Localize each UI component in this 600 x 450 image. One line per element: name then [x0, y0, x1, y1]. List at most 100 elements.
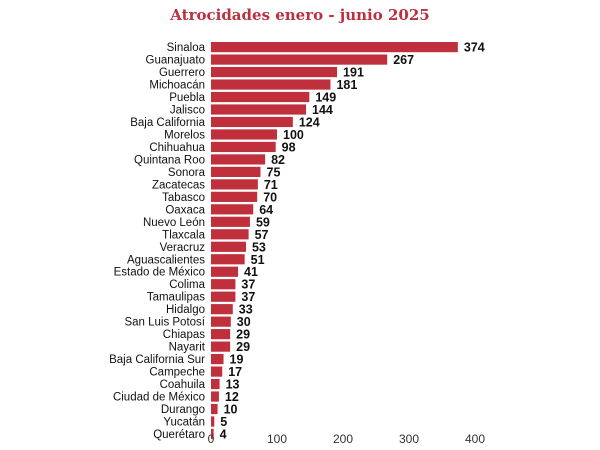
- value-label-tabasco: 70: [263, 190, 277, 204]
- category-label-ciudad-de-mexico: Ciudad de México: [113, 392, 205, 404]
- category-label-puebla: Puebla: [169, 92, 205, 104]
- bar-nuevo-leon: [211, 216, 250, 227]
- bar-chihuahua: [211, 141, 276, 153]
- x-tick-label: 0: [208, 432, 215, 446]
- value-label-queretaro: 4: [220, 427, 227, 441]
- bar-tlaxcala: [211, 229, 249, 240]
- category-label-morelos: Morelos: [164, 129, 205, 141]
- bar-tabasco: [211, 191, 258, 202]
- category-label-estado-de-mexico: Estado de México: [114, 267, 205, 279]
- bar-tamaulipas: [211, 291, 236, 302]
- bar-campeche: [211, 366, 223, 377]
- bar-estado-de-mexico: [211, 266, 239, 277]
- category-label-chiapas: Chiapas: [163, 329, 205, 341]
- value-label-sinaloa: 374: [464, 41, 485, 55]
- value-label-aguascalientes: 51: [251, 253, 265, 267]
- bar-baja-california-sur: [211, 354, 224, 365]
- bar-guerrero: [211, 66, 338, 78]
- category-label-sonora: Sonora: [168, 167, 206, 179]
- category-label-michoacan: Michoacán: [149, 80, 205, 92]
- category-label-durango: Durango: [161, 404, 205, 416]
- bar-sonora: [211, 166, 261, 177]
- value-label-michoacan: 181: [336, 78, 357, 92]
- category-label-chihuahua: Chihuahua: [149, 142, 205, 154]
- bar-hidalgo: [211, 304, 233, 315]
- bar-queretaro: [211, 428, 214, 440]
- value-label-morelos: 100: [283, 128, 304, 142]
- bar-nayarit: [211, 341, 231, 352]
- bar-sinaloa: [211, 42, 458, 53]
- value-label-quintana-roo: 82: [271, 153, 285, 167]
- category-label-sinaloa: Sinaloa: [167, 42, 206, 54]
- bar-baja-california: [211, 116, 293, 128]
- bar-zacatecas: [211, 179, 258, 190]
- value-label-sonora: 75: [267, 165, 281, 179]
- category-label-quintana-roo: Quintana Roo: [134, 154, 205, 166]
- value-label-puebla: 149: [315, 91, 336, 105]
- category-label-zacatecas: Zacatecas: [152, 179, 205, 191]
- category-label-tamaulipas: Tamaulipas: [147, 292, 205, 304]
- bar-ciudad-de-mexico: [211, 391, 219, 402]
- value-label-estado-de-mexico: 41: [244, 265, 258, 279]
- value-label-coahuila: 13: [226, 378, 240, 392]
- bar-yucatan: [211, 416, 215, 427]
- category-label-guanajuato: Guanajuato: [146, 55, 205, 67]
- value-labels-group: 3742671911811491441241009882757170645957…: [220, 41, 485, 442]
- value-label-baja-california-sur: 19: [230, 353, 244, 367]
- bar-oaxaca: [211, 204, 254, 215]
- bar-morelos: [211, 129, 277, 140]
- value-label-jalisco: 144: [312, 103, 333, 117]
- value-label-guerrero: 191: [343, 66, 364, 80]
- value-label-hidalgo: 33: [239, 303, 253, 317]
- category-label-guerrero: Guerrero: [159, 67, 205, 79]
- bar-veracruz: [211, 241, 246, 252]
- x-axis: 0 100 200 300 400: [208, 432, 486, 446]
- bar-san-luis-potosi: [211, 316, 231, 327]
- value-label-campeche: 17: [228, 365, 242, 379]
- value-label-chihuahua: 98: [282, 140, 296, 154]
- chart-title: Atrocidades enero - junio 2025: [169, 6, 429, 24]
- bar-chiapas: [211, 329, 231, 340]
- value-label-ciudad-de-mexico: 12: [225, 390, 239, 404]
- value-label-durango: 10: [224, 403, 238, 417]
- x-tick-label: 400: [465, 432, 485, 446]
- category-label-baja-california: Baja California: [130, 117, 205, 129]
- category-label-nayarit: Nayarit: [169, 342, 206, 354]
- value-label-tamaulipas: 37: [241, 290, 255, 304]
- category-label-colima: Colima: [169, 279, 205, 291]
- bar-jalisco: [211, 104, 307, 115]
- category-label-aguascalientes: Aguascalientes: [127, 254, 205, 266]
- category-label-san-luis-potosi: San Luis Potosí: [124, 317, 205, 329]
- category-label-campeche: Campeche: [149, 367, 205, 379]
- category-label-veracruz: Veracruz: [160, 242, 206, 254]
- category-label-tabasco: Tabasco: [162, 192, 205, 204]
- x-tick-label: 200: [333, 432, 353, 446]
- category-label-coahuila: Coahuila: [160, 379, 206, 391]
- bar-coahuila: [211, 378, 220, 390]
- category-label-oaxaca: Oaxaca: [165, 204, 205, 216]
- bar-aguascalientes: [211, 254, 245, 265]
- bar-puebla: [211, 91, 310, 103]
- value-label-yucatan: 5: [220, 415, 227, 429]
- category-label-nuevo-leon: Nuevo León: [143, 217, 205, 229]
- x-tick-label: 100: [267, 432, 287, 446]
- category-label-baja-california-sur: Baja California Sur: [109, 354, 205, 366]
- category-label-jalisco: Jalisco: [170, 105, 205, 117]
- x-tick-label: 300: [399, 432, 419, 446]
- bar-quintana-roo: [211, 154, 266, 165]
- value-label-zacatecas: 71: [264, 178, 278, 192]
- value-label-chiapas: 29: [236, 328, 250, 342]
- value-label-veracruz: 53: [252, 240, 266, 254]
- bar-durango: [211, 403, 218, 415]
- category-label-tlaxcala: Tlaxcala: [162, 229, 205, 241]
- category-label-yucatan: Yucatán: [163, 417, 205, 429]
- category-label-hidalgo: Hidalgo: [166, 304, 205, 316]
- value-label-colima: 37: [241, 278, 255, 292]
- value-label-san-luis-potosi: 30: [237, 315, 251, 329]
- value-label-oaxaca: 64: [259, 203, 273, 217]
- category-label-queretaro: Querétaro: [153, 429, 205, 441]
- bar-michoacan: [211, 79, 331, 90]
- value-label-nuevo-leon: 59: [256, 215, 270, 229]
- value-label-guanajuato: 267: [393, 53, 414, 67]
